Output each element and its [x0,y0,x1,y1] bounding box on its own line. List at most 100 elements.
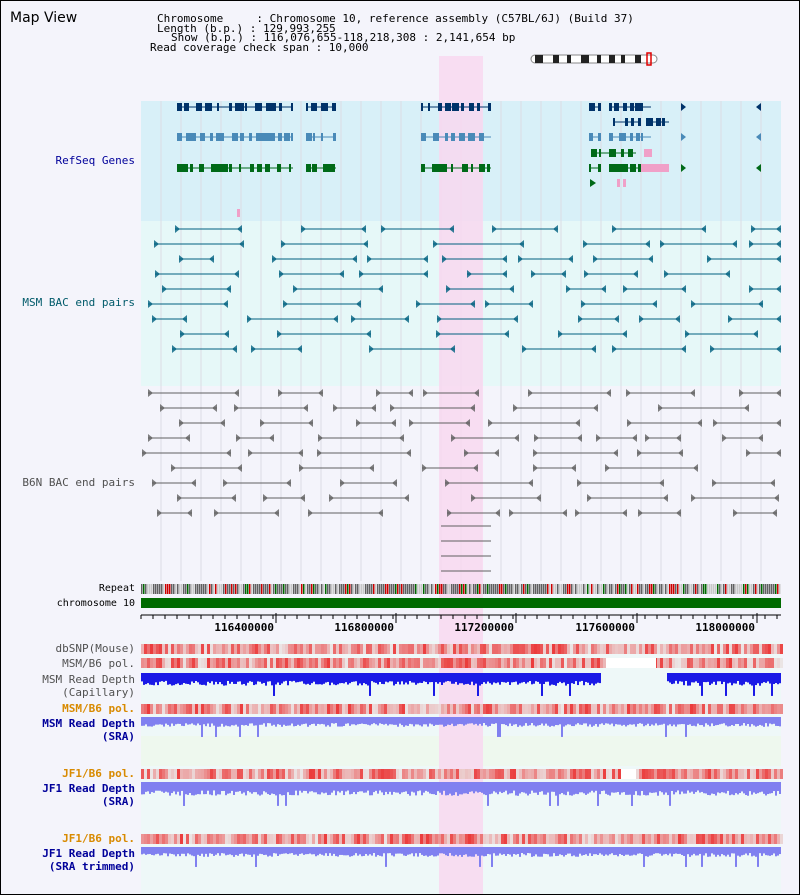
dbsnp-heat [714,644,717,654]
refseq-gene-exon [177,133,182,141]
jf1-depth-trim-bar [567,847,569,854]
jf1-pol-heat [465,769,468,779]
msm-depth-sra-bar [485,717,487,726]
b6n-bac-end [605,464,610,472]
msm-bac-end [352,255,357,263]
dbsnp-heat [222,644,225,654]
dbsnp-heat [726,644,729,654]
track-label-msm-pol-2: MSM/B6 pol. [62,702,135,715]
repeat-mark [275,584,277,594]
msm-depth-sra-bar [351,717,353,725]
jf1-depth-sra-bar [563,782,565,795]
repeat-mark [457,584,459,594]
jf1-depth-sra-bar [751,782,753,795]
msm-depth-sra-bar [305,717,307,724]
dbsnp-heat [630,644,633,654]
refseq-gene-exon [289,164,291,172]
msm-depth-sra-bar [733,717,735,726]
msm-depth-sra-bar [211,717,213,724]
msm-depth-sra-bar [215,717,217,737]
jf1-depth-sra-bar [407,782,409,795]
msm-bac-end [660,240,665,248]
jf1-pol-heat [309,769,312,779]
msm-depth-cap-bar [697,673,699,683]
msm-pol-2-heat [609,704,612,714]
msm-depth-cap-bar [195,673,197,682]
jf1-pol-2-heat [576,834,579,844]
msm-pol-2-heat [633,704,636,714]
msm-pol-heat [762,658,765,668]
msm-depth-sra-bar [753,717,755,726]
jf1-depth-trim-bar [195,847,197,867]
b6n-bac-end [214,509,219,517]
msm-pol-2-heat [762,704,765,714]
jf1-depth-trim-bar [595,847,597,855]
b6n-bac-end [231,494,236,502]
jf1-depth-trim-bar [457,847,459,857]
jf1-depth-sra-bar [219,782,221,795]
msm-depth-cap-bar [279,673,281,686]
track-label-msm-depth-sra: MSM Read Depth (SRA) [42,717,135,743]
b6n-bac-end [722,434,727,442]
jf1-pol-2-heat [678,834,681,844]
msm-pol-heat [210,658,213,668]
msm-depth-cap-bar [749,673,751,685]
jf1-depth-sra-bar [251,782,253,794]
msm-depth-cap-bar [491,673,493,685]
msm-pol-heat [513,658,516,668]
jf1-depth-trim-bar [217,847,219,854]
msm-pol-heat [348,658,351,668]
msm-depth-cap-bar [773,673,775,685]
repeat-mark [367,584,369,594]
jf1-pol-2-heat [639,834,642,844]
msm-bac-end [369,345,374,353]
msm-depth-cap-bar [685,673,687,681]
repeat-mark [769,584,771,594]
msm-pol-heat [390,658,393,668]
jf1-depth-trim-bar [231,847,233,856]
jf1-depth-sra-bar [313,782,315,793]
dbsnp-heat [720,644,723,654]
b6n-bac-end [577,434,582,442]
jf1-pol-2-heat [507,834,510,844]
jf1-depth-trim-bar [347,847,349,856]
track-label-msm-bac[interactable]: MSM BAC end pairs [22,296,135,309]
msm-depth-cap-bar [779,673,781,684]
jf1-depth-sra-bar [659,782,661,792]
msm-pol-2-heat [270,704,273,714]
msm-pol-heat [474,658,477,668]
dbsnp-heat [579,644,582,654]
dbsnp-heat [525,644,528,654]
jf1-depth-trim-bar [603,847,605,856]
jf1-depth-sra-bar [657,782,659,796]
msm-depth-cap-bar [211,673,213,682]
msm-depth-cap-bar [311,673,313,684]
msm-pol-heat [564,658,567,668]
track-label-refseq[interactable]: RefSeq Genes [55,154,135,167]
jf1-depth-trim-bar [355,847,357,854]
msm-depth-sra-bar [591,717,593,727]
jf1-depth-trim-bar [403,847,405,856]
msm-depth-sra-bar [219,717,221,727]
jf1-pol-2-heat [444,834,447,844]
jf1-depth-trim-bar [483,847,485,857]
repeat-mark [447,584,449,594]
dbsnp-heat [240,644,243,654]
jf1-depth-trim-bar [693,847,695,854]
repeat-mark [593,584,595,594]
msm-pol-2-heat [624,704,627,714]
jf1-depth-sra-bar [331,782,333,793]
jf1-pol-heat [318,769,321,779]
jf1-depth-sra-bar [489,782,491,795]
jf1-depth-sra-bar [725,782,727,794]
track-label-b6n-bac[interactable]: B6N BAC end pairs [22,476,135,489]
msm-pol-2-heat [546,704,549,714]
repeat-mark [321,584,323,594]
refseq-gene-exon [306,103,308,111]
msm-depth-sra-bar [715,717,717,726]
repeat-mark [465,584,467,594]
msm-pol-2-heat [417,704,420,714]
msm-pol-2-heat [381,704,384,714]
jf1-depth-trim-bar [531,847,533,857]
